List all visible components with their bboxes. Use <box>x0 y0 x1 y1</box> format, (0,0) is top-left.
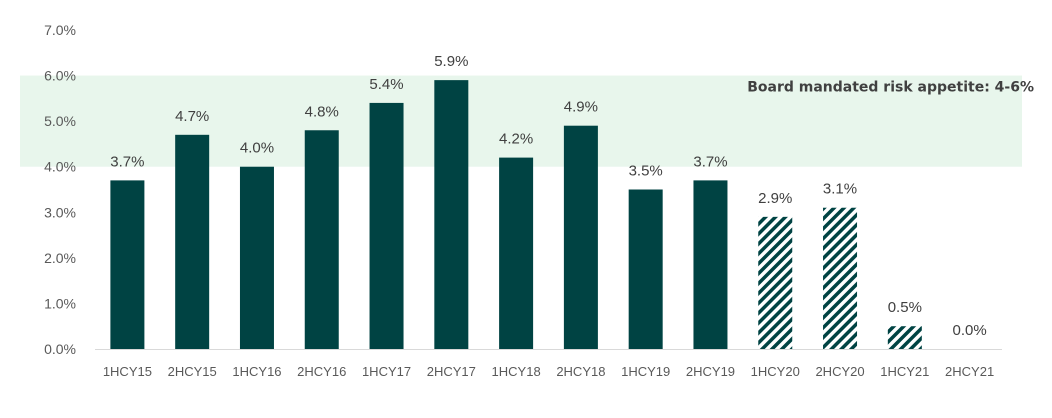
bar <box>239 166 274 349</box>
x-tick-label: 1HCY17 <box>362 364 411 379</box>
data-label: 4.9% <box>564 99 598 116</box>
bar <box>175 134 210 349</box>
data-label: 3.7% <box>110 153 144 170</box>
x-tick-label: 2HCY21 <box>945 364 994 379</box>
bar <box>304 130 339 349</box>
x-tick-label: 1HCY15 <box>103 364 152 379</box>
data-label: 0.5% <box>888 299 922 316</box>
bar <box>693 180 728 349</box>
x-tick-label: 1HCY18 <box>492 364 541 379</box>
bar <box>369 102 404 350</box>
data-label: 4.8% <box>305 103 339 120</box>
y-tick-label: 1.0% <box>44 295 76 311</box>
bar <box>758 216 793 349</box>
data-label: 3.1% <box>823 181 857 198</box>
y-tick-label: 0.0% <box>44 341 76 357</box>
data-label: 3.5% <box>629 163 663 180</box>
data-label: 5.9% <box>434 53 468 70</box>
bar <box>499 157 534 349</box>
y-tick-label: 4.0% <box>44 159 76 175</box>
x-tick-label: 2HCY15 <box>168 364 217 379</box>
data-label: 3.7% <box>693 153 727 170</box>
x-tick-label: 1HCY19 <box>621 364 670 379</box>
y-tick-label: 5.0% <box>44 113 76 129</box>
data-label: 0.0% <box>953 322 987 339</box>
bar <box>628 189 663 349</box>
y-tick-label: 2.0% <box>44 250 76 266</box>
data-label: 4.7% <box>175 108 209 125</box>
x-tick-label: 2HCY19 <box>686 364 735 379</box>
x-tick-label: 2HCY16 <box>297 364 346 379</box>
bar <box>110 180 145 349</box>
x-tick-label: 2HCY20 <box>815 364 864 379</box>
bar <box>823 207 858 349</box>
y-tick-label: 3.0% <box>44 204 76 220</box>
bar <box>434 80 469 349</box>
bar <box>887 326 922 349</box>
y-tick-label: 6.0% <box>44 68 76 84</box>
data-label: 4.2% <box>499 131 533 148</box>
x-tick-label: 1HCY20 <box>751 364 800 379</box>
x-tick-label: 2HCY17 <box>427 364 476 379</box>
data-label: 4.0% <box>240 140 274 157</box>
y-tick-label: 7.0% <box>44 22 76 38</box>
data-label: 2.9% <box>758 190 792 207</box>
x-tick-label: 1HCY21 <box>880 364 929 379</box>
data-label: 5.4% <box>369 76 403 93</box>
bar <box>563 125 598 349</box>
x-tick-label: 2HCY18 <box>556 364 605 379</box>
x-tick-label: 1HCY16 <box>232 364 281 379</box>
risk-appetite-label: Board mandated risk appetite: 4-6% <box>747 80 1034 96</box>
